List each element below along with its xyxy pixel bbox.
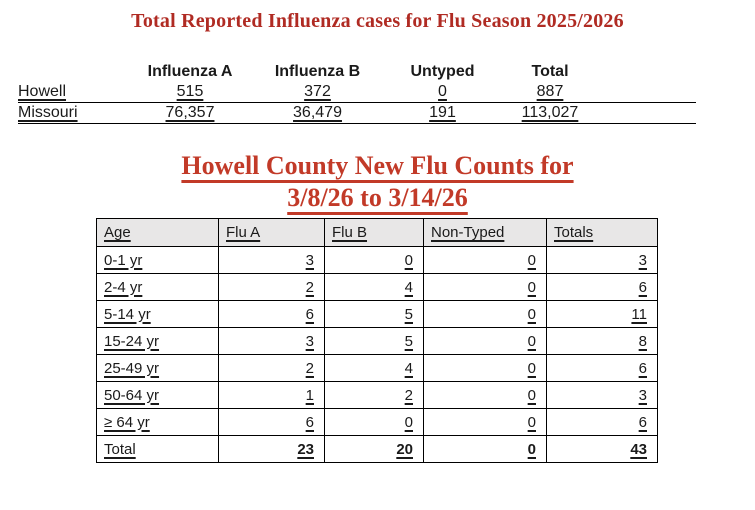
missouri-influenza-b: 36,479 [293, 104, 342, 121]
summary-row-missouri: Missouri 76,357 36,479 191 113,027 [18, 103, 696, 124]
col-age: Age [96, 218, 219, 247]
totals-cell: 6 [546, 354, 658, 382]
summary-row-howell: Howell 515 372 0 887 [18, 82, 696, 103]
summary-col-influenza-a: Influenza A [147, 63, 233, 80]
region-label: Howell [18, 83, 67, 100]
flu-b-cell: 4 [324, 354, 424, 382]
age-cell: 2-4 yr [96, 273, 219, 301]
totals-cell: 6 [546, 408, 658, 436]
summary-header-row: Influenza A Influenza B Untyped Total [18, 62, 696, 82]
totals-cell: 6 [546, 273, 658, 301]
summary-col-influenza-b: Influenza B [274, 63, 361, 80]
flu-a-cell: 3 [218, 327, 325, 355]
non-typed-cell: 0 [423, 300, 547, 328]
non-typed-cell: 0 [423, 408, 547, 436]
flu-a-cell: 6 [218, 300, 325, 328]
age-cell: 0-1 yr [96, 246, 219, 274]
summary-col-untyped: Untyped [410, 63, 475, 80]
missouri-untyped: 191 [429, 104, 456, 121]
flu-a-total-cell: 23 [218, 435, 325, 463]
table-row: 25-49 yr 2 4 0 6 [96, 354, 658, 382]
season-summary-table: Influenza A Influenza B Untyped Total Ho… [18, 62, 696, 124]
flu-a-cell: 2 [218, 354, 325, 382]
non-typed-cell: 0 [423, 381, 547, 409]
totals-cell: 8 [546, 327, 658, 355]
age-cell: ≥ 64 yr [96, 408, 219, 436]
flu-b-cell: 0 [324, 246, 424, 274]
missouri-influenza-a: 76,357 [165, 104, 215, 121]
flu-a-cell: 1 [218, 381, 325, 409]
summary-header-spacer [18, 62, 130, 82]
flu-a-cell: 3 [218, 246, 325, 274]
non-typed-cell: 0 [423, 246, 547, 274]
age-cell: 5-14 yr [96, 300, 219, 328]
grand-total-cell: 43 [546, 435, 658, 463]
flu-b-cell: 0 [324, 408, 424, 436]
age-cell: 15-24 yr [96, 327, 219, 355]
totals-cell: 3 [546, 246, 658, 274]
age-cell: Total [96, 435, 219, 463]
table-row: 5-14 yr 6 5 0 11 [96, 300, 658, 328]
table-row: ≥ 64 yr 6 0 0 6 [96, 408, 658, 436]
region-label: Missouri [18, 104, 78, 121]
flu-b-cell: 2 [324, 381, 424, 409]
howell-influenza-a: 515 [176, 83, 204, 100]
missouri-total: 113,027 [521, 104, 579, 121]
col-flu-a: Flu A [218, 218, 325, 247]
col-non-typed: Non-Typed [423, 218, 547, 247]
age-cell: 50-64 yr [96, 381, 219, 409]
total-row: Total 23 20 0 43 [96, 435, 658, 463]
flu-b-cell: 5 [324, 300, 424, 328]
weekly-title: Howell County New Flu Counts for 3/8/26 … [0, 150, 755, 214]
non-typed-cell: 0 [423, 273, 547, 301]
table-row: 15-24 yr 3 5 0 8 [96, 327, 658, 355]
non-typed-cell: 0 [423, 327, 547, 355]
col-totals: Totals [546, 218, 658, 247]
howell-untyped: 0 [438, 83, 447, 100]
non-typed-cell: 0 [423, 354, 547, 382]
flu-a-cell: 6 [218, 408, 325, 436]
howell-influenza-b: 372 [304, 83, 331, 100]
summary-header-filler [600, 62, 696, 82]
totals-cell: 3 [546, 381, 658, 409]
county-header-row: Age Flu A Flu B Non-Typed Totals [96, 218, 658, 247]
table-row: 2-4 yr 2 4 0 6 [96, 273, 658, 301]
season-title: Total Reported Influenza cases for Flu S… [131, 10, 624, 32]
summary-col-total: Total [531, 63, 569, 80]
flu-b-cell: 4 [324, 273, 424, 301]
flu-b-cell: 5 [324, 327, 424, 355]
flu-b-total-cell: 20 [324, 435, 424, 463]
totals-cell: 11 [546, 300, 658, 328]
county-flu-table: Age Flu A Flu B Non-Typed Totals 0-1 yr … [96, 218, 658, 463]
weekly-title-line1: Howell County New Flu Counts for [181, 151, 574, 180]
weekly-title-line2: 3/8/26 to 3/14/26 [287, 183, 468, 212]
row-filler [600, 103, 696, 123]
row-filler [600, 82, 696, 102]
col-flu-b: Flu B [324, 218, 424, 247]
table-row: 0-1 yr 3 0 0 3 [96, 246, 658, 274]
non-typed-total-cell: 0 [423, 435, 547, 463]
flu-a-cell: 2 [218, 273, 325, 301]
howell-total: 887 [536, 83, 564, 100]
age-cell: 25-49 yr [96, 354, 219, 382]
table-row: 50-64 yr 1 2 0 3 [96, 381, 658, 409]
